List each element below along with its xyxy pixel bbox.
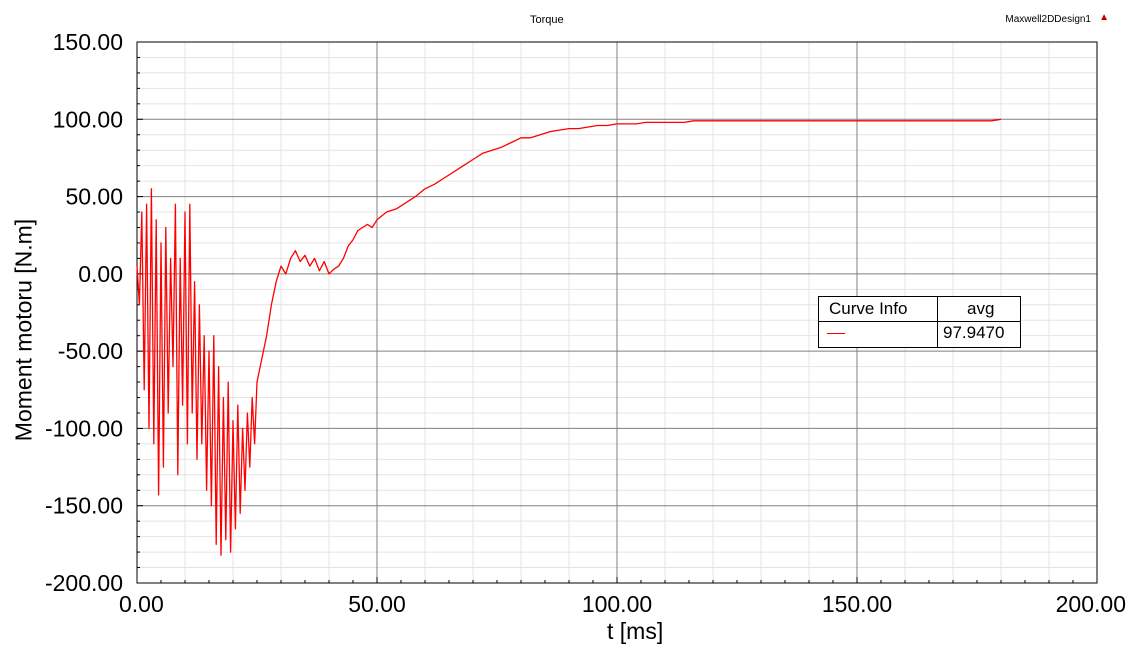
legend-column-separator	[937, 297, 938, 347]
y-tick-label: 100.00	[53, 106, 123, 132]
x-axis-label: t [ms]	[607, 618, 664, 644]
tick-labels: 0.00 50.00 100.00 150.00 200.00 150.00 100.00 5…	[45, 29, 1126, 617]
chart-title: Torque	[530, 14, 564, 26]
y-tick-label: 150.00	[53, 29, 123, 55]
legend-header: Curve Info avg	[819, 297, 1020, 322]
torque-series-line	[136, 118, 1002, 556]
legend-header-avg: avg	[967, 299, 995, 318]
y-tick-label: -150.00	[45, 493, 123, 519]
y-tick-label: 50.00	[65, 184, 123, 210]
design-mark-icon: ▲	[1099, 12, 1109, 23]
legend-series-swatch	[827, 333, 845, 334]
x-tick-label: 200.00	[1056, 591, 1126, 617]
y-tick-label: -100.00	[45, 415, 123, 441]
y-tick-label: -200.00	[45, 570, 123, 596]
y-axis-label: Moment motoru [N.m]	[10, 218, 37, 442]
x-tick-label: 150.00	[822, 591, 892, 617]
x-tick-label: 100.00	[582, 591, 652, 617]
design-name: Maxwell2DDesign1	[1005, 14, 1091, 25]
curve-info-legend[interactable]: Curve Info avg 97.9470	[818, 296, 1021, 348]
x-tick-label: 50.00	[348, 591, 406, 617]
series-layer	[136, 118, 1002, 556]
x-tick-label: 0.00	[119, 591, 164, 617]
y-tick-label: 0.00	[78, 261, 123, 287]
legend-avg-value: 97.9470	[943, 323, 1005, 342]
y-tick-label: -50.00	[58, 338, 123, 364]
legend-header-curve-info: Curve Info	[829, 299, 908, 318]
